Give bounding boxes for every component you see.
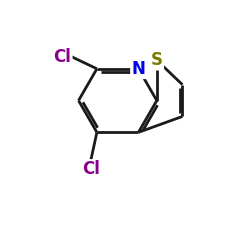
Text: S: S xyxy=(151,51,163,69)
Text: N: N xyxy=(132,60,145,78)
Text: Cl: Cl xyxy=(82,160,100,178)
Text: Cl: Cl xyxy=(53,48,71,66)
